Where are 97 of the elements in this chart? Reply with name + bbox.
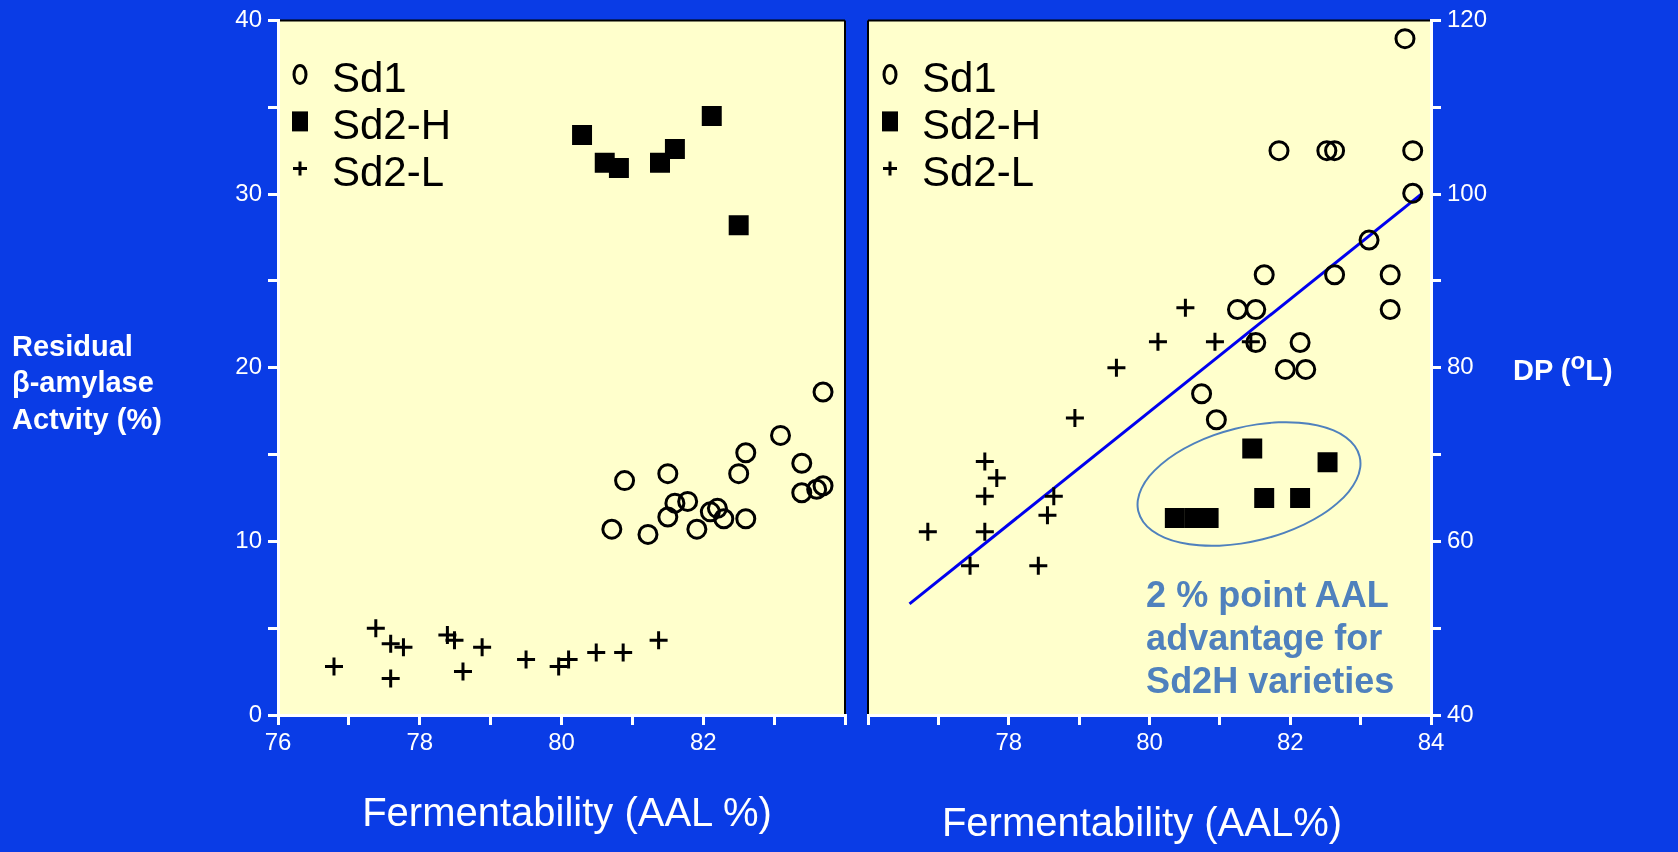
point: [1317, 452, 1338, 473]
point: [974, 485, 996, 507]
legend-label: Sd2-H: [332, 100, 452, 148]
x-tick-label: 80: [1136, 728, 1163, 756]
point: [1245, 332, 1267, 354]
point: [1324, 264, 1346, 286]
point: [1316, 140, 1338, 162]
x-tick-label: 84: [1417, 728, 1445, 756]
point: [1174, 297, 1196, 319]
annotation: 2 % point AAL advantage for Sd2H varieties: [1146, 574, 1395, 701]
x-tick-label: 78: [406, 728, 434, 756]
point: [1027, 555, 1049, 577]
point: [1379, 299, 1401, 321]
point: [572, 125, 593, 145]
point: [770, 424, 791, 446]
point: [380, 633, 402, 655]
y-tick-label: 10: [235, 525, 262, 553]
point: [812, 475, 834, 497]
point: [601, 518, 623, 540]
point: [1105, 357, 1127, 379]
point: [1379, 264, 1401, 286]
point: [791, 452, 813, 474]
x-axis-title: Fermentability (AAL %): [362, 790, 772, 835]
point: [471, 636, 493, 658]
y2-tick-label: 60: [1447, 525, 1474, 553]
point: [365, 617, 387, 639]
legend-label: Sd2-L: [922, 147, 1035, 195]
point: [1295, 358, 1317, 380]
point: [713, 508, 735, 530]
y-axis-title: Residual β-amylase Actvity (%): [12, 330, 162, 435]
legend-label: Sd1: [332, 53, 407, 101]
point: [1402, 140, 1424, 162]
legend-label: Sd1: [922, 53, 997, 101]
point: [986, 467, 1008, 489]
point: [1226, 299, 1248, 321]
point: [1402, 182, 1424, 204]
y2-tick-label: 80: [1447, 352, 1474, 380]
point: [917, 521, 939, 543]
point: [1289, 332, 1311, 354]
point: [1036, 504, 1058, 526]
point: [648, 629, 670, 651]
point: [959, 555, 981, 577]
point: [686, 518, 708, 540]
x-tick-label: 80: [548, 728, 575, 756]
y2-tick-label: 40: [1447, 699, 1474, 727]
point: [664, 138, 685, 159]
x-tick-label: 78: [995, 728, 1023, 756]
point: [728, 215, 749, 236]
point: [637, 523, 659, 545]
point: [1268, 140, 1290, 162]
point: [1358, 229, 1380, 251]
point: [1043, 485, 1065, 507]
point: [806, 478, 828, 500]
point: [1242, 438, 1263, 459]
point: [1253, 264, 1275, 286]
point: [614, 470, 636, 492]
point: [1245, 299, 1267, 321]
x-tick-label: 76: [264, 728, 292, 756]
y2-tick-label: 120: [1447, 5, 1488, 33]
x-tick-label: 82: [1276, 728, 1304, 756]
point: [1324, 140, 1346, 162]
point: [728, 463, 750, 485]
x-tick-label: 82: [689, 728, 717, 756]
point: [706, 497, 728, 519]
point: [677, 490, 699, 512]
y-tick-label: 40: [235, 5, 262, 33]
point: [608, 158, 629, 178]
point: [657, 463, 679, 485]
point: [1147, 331, 1169, 353]
point: [1204, 331, 1226, 353]
y-tick-label: 30: [235, 178, 262, 206]
legend-label: Sd2-H: [922, 100, 1042, 148]
x-axis-title: Fermentability (AAL%): [941, 800, 1343, 845]
point: [735, 508, 757, 530]
point: [1164, 507, 1185, 528]
point: [1274, 358, 1296, 380]
point: [1394, 28, 1416, 50]
point: [812, 381, 834, 403]
point: [791, 482, 813, 504]
y2-tick-label: 100: [1447, 178, 1488, 206]
point: [699, 501, 721, 523]
point: [1191, 383, 1213, 405]
legend-label: Sd2-L: [332, 147, 445, 195]
point: [974, 521, 996, 543]
point: [1290, 487, 1311, 508]
y-tick-label: 20: [235, 352, 262, 380]
point: [1254, 487, 1275, 508]
y2-axis-title: DP ($^{o}$L): [1513, 346, 1613, 388]
point: [701, 105, 722, 126]
point: [657, 506, 679, 528]
point: [664, 492, 686, 514]
point: [735, 442, 757, 464]
point: [1205, 409, 1227, 431]
point: [650, 152, 670, 173]
point: [392, 636, 414, 658]
y-tick-label: 0: [248, 699, 262, 727]
point: [1064, 407, 1086, 429]
